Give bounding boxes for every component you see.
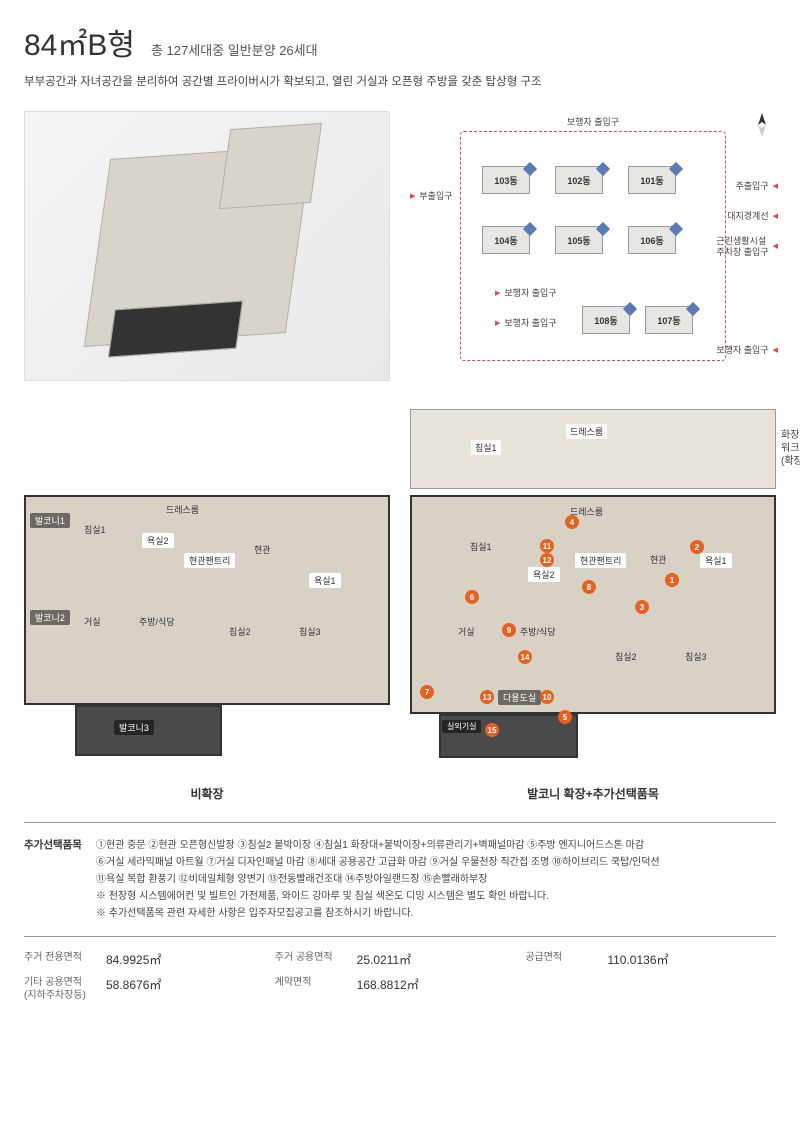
options-line-2: ⑥거실 세라믹패널 아트월 ⑦거실 디자인패널 마감 ⑧세대 공용공간 고급화 …	[96, 854, 776, 871]
spec-value-1: 84.9925㎡	[106, 951, 161, 968]
site-label-r1: 주출입구	[735, 179, 778, 192]
spec-label-5: 계약면적	[275, 976, 345, 1002]
site-label-r3: 근린생활시설 주차장 출입구	[716, 236, 778, 258]
spec-value-4: 58.8676㎡	[106, 976, 161, 1002]
options-line-1: ①현관 중문 ②현관 오픈형신발장 ③침실2 붙박이장 ④침실1 화장대+붙박이…	[96, 837, 776, 854]
inset-label-2: 드레스룸	[566, 424, 607, 439]
building-105: 105동	[555, 226, 603, 254]
label-balcony3: 발코니3	[114, 720, 154, 735]
options-title: 추가선택품목	[24, 837, 84, 922]
building-107: 107동	[645, 306, 693, 334]
label-entrance: 현관	[254, 543, 271, 556]
label-bedroom3: 침실3	[299, 625, 321, 638]
floorplan-standard: 발코니1 침실1 드레스룸 욕실2 현관팬트리 현관 욕실1 발코니2 거실 주…	[24, 409, 390, 802]
floorplan-extended: 침실1 드레스룸 화장대 및 워크인드레스룸 (확장지급) 드레스룸 침실1 욕…	[410, 409, 776, 802]
label-bath2: 욕실2	[142, 533, 174, 548]
rlabel-pantry: 현관팬트리	[575, 553, 626, 568]
compass-icon	[748, 111, 776, 139]
label-pantry: 현관팬트리	[184, 553, 235, 568]
options-line-3: ⑪욕실 복합 환풍기 ⑫비데일체형 양변기 ⑬전동빨래건조대 ⑭주방아일랜드장 …	[96, 871, 776, 888]
site-label-top: 보행자 출입구	[567, 115, 619, 128]
label-bedroom1: 침실1	[84, 523, 106, 536]
building-102: 102동	[555, 166, 603, 194]
site-label-left: 부출입구	[410, 189, 453, 202]
label-living: 거실	[84, 615, 101, 628]
specs-table: 주거 전용면적 84.9925㎡ 주거 공용면적 25.0211㎡ 공급면적 110.…	[24, 936, 776, 1002]
spec-label-4: 기타 공용면적 (지하주차장등)	[24, 976, 94, 1002]
site-label-b2: 보행자 출입구	[495, 316, 557, 329]
rlabel-utility: 다용도실	[498, 690, 541, 705]
label-bath1: 욕실1	[309, 573, 341, 588]
building-103: 103동	[482, 166, 530, 194]
site-label-b1: 보행자 출입구	[495, 286, 557, 299]
divider	[24, 822, 776, 823]
caption-standard: 비확장	[24, 785, 390, 802]
site-plan: 보행자 출입구 103동 102동 101동 104동 105동 106동 10…	[410, 111, 776, 381]
label-dressroom: 드레스룸	[166, 503, 199, 516]
label-kitchen: 주방/식당	[139, 615, 175, 628]
subtitle: 총 127세대중 일반분양 26세대	[151, 40, 318, 59]
rlabel-bedroom2: 침실2	[615, 650, 637, 663]
description: 부부공간과 자녀공간을 분리하여 공간별 프라이버시가 확보되고, 열린 거실과…	[24, 74, 776, 91]
rlabel-entrance: 현관	[650, 553, 667, 566]
rlabel-bedroom1: 침실1	[470, 540, 492, 553]
caption-extended: 발코니 확장+추가선택품목	[410, 785, 776, 802]
rlabel-living: 거실	[458, 625, 475, 638]
options-note-1: ※ 천장형 시스템에어컨 및 빌트인 가전제품, 와이드 강마루 및 침실 색온…	[96, 888, 776, 905]
rlabel-kitchen: 주방/식당	[520, 625, 556, 638]
building-101: 101동	[628, 166, 676, 194]
building-108: 108동	[582, 306, 630, 334]
label-bedroom2: 침실2	[229, 625, 251, 638]
building-104: 104동	[482, 226, 530, 254]
options-note-2: ※ 추가선택품목 관련 자세한 사항은 입주자모집공고를 참조하시기 바랍니다.	[96, 905, 776, 922]
inset-caption: 화장대 및 워크인드레스룸 (확장지급)	[781, 429, 800, 468]
label-balcony2: 발코니2	[30, 610, 70, 625]
site-label-r2: 대지경계선	[727, 209, 778, 222]
rlabel-bedroom3: 침실3	[685, 650, 707, 663]
options-section: 추가선택품목 ①현관 중문 ②현관 오픈형신발장 ③침실2 붙박이장 ④침실1 …	[24, 837, 776, 922]
site-label-br: 보행자 출입구	[716, 343, 778, 356]
page-title: 84㎡B형	[24, 20, 135, 64]
spec-value-2: 25.0211㎡	[357, 951, 412, 968]
spec-label-1: 주거 전용면적	[24, 951, 94, 968]
rlabel-bath2: 욕실2	[528, 567, 560, 582]
spec-value-3: 110.0136㎡	[607, 951, 668, 968]
rlabel-outdoor: 실외기실	[442, 720, 481, 733]
isometric-view	[24, 111, 390, 381]
label-balcony1: 발코니1	[30, 513, 70, 528]
rlabel-bath1: 욕실1	[700, 553, 732, 568]
inset-label-1: 침실1	[471, 440, 501, 455]
spec-value-5: 168.8812㎡	[357, 976, 419, 1002]
building-106: 106동	[628, 226, 676, 254]
spec-label-2: 주거 공용면적	[275, 951, 345, 968]
spec-label-3: 공급면적	[525, 951, 595, 968]
